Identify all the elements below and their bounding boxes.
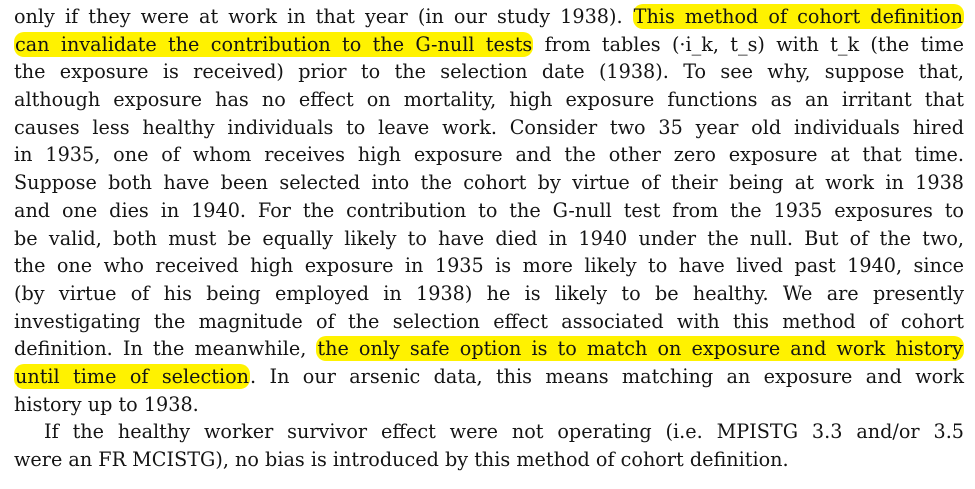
text-line-14: until time of selection. In our arsenic …	[14, 363, 964, 391]
text-line-13: definition. In the meanwhile, the only s…	[14, 335, 964, 363]
text-line-4: although exposure has no effect on morta…	[14, 88, 964, 112]
highlighted-text: can invalidate the contribution to the G…	[14, 31, 534, 57]
text-line-10: the one who received high exposure in 19…	[14, 254, 964, 278]
text-line-3: the exposure is received) prior to the s…	[14, 60, 964, 84]
text-line-12: investigating the magnitude of the selec…	[14, 309, 964, 333]
text-segment: from tables (·i_k, t_s) with t_k (the ti…	[533, 32, 964, 56]
highlighted-text: This method of cohort definition	[632, 4, 964, 29]
text-line-5: causes less healthy individuals to leave…	[14, 115, 964, 139]
text-line-15: history up to 1938.	[14, 392, 199, 416]
text-line-11: (by virtue of his being employed in 1938…	[14, 281, 964, 305]
text-line-8: and one dies in 1940. For the contributi…	[14, 198, 964, 222]
text-line-9: be valid, both must be equally likely to…	[14, 226, 964, 250]
text-line-1: only if they were at work in that year (…	[14, 3, 964, 31]
text-line-16: If the healthy worker survivor effect we…	[44, 420, 964, 444]
highlighted-text: the only safe option is to match on expo…	[316, 336, 964, 362]
text-line-17: were an FR MCISTG), no bias is introduce…	[14, 448, 789, 471]
text-segment: only if they were at work in that year (…	[14, 5, 633, 28]
text-segment: definition. In the meanwhile,	[14, 337, 317, 361]
document-page: only if they were at work in that year (…	[14, 3, 964, 474]
text-line-2: can invalidate the contribution to the G…	[14, 31, 964, 59]
text-segment: . In our arsenic data, this means matchi…	[250, 364, 964, 388]
highlighted-text: until time of selection	[14, 363, 251, 389]
text-line-7: Suppose both have been selected into the…	[14, 171, 964, 195]
text-line-6: in 1935, one of whom receives high expos…	[14, 143, 964, 167]
